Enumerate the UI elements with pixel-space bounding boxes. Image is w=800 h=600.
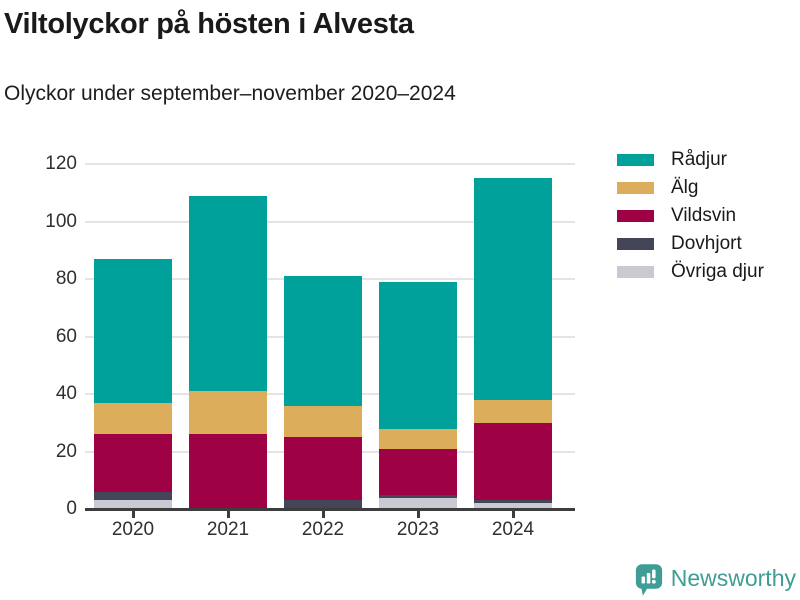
y-axis-tick-label: 80 [55,268,77,289]
bar-stack-2022 [284,276,362,509]
bar-segment-vildsvin [474,422,552,501]
x-axis-tick-label: 2024 [491,519,535,540]
y-axis-tick-label: 40 [55,383,77,404]
legend-swatch-ovriga-djur [617,266,654,278]
bar-segment-ovriga-djur [379,497,457,509]
bar-segment-dovhjort [474,500,552,504]
bar-segment-vildsvin [94,434,172,492]
bar-segment-radjur [94,258,172,403]
x-axis-tick [226,511,230,518]
y-axis-tick-label: 20 [55,440,77,462]
bar-segment-alg [379,428,457,449]
y-axis-tick-label: 120 [45,153,77,174]
bar-segment-radjur [474,178,552,400]
legend-label: Dovhjort [671,233,742,254]
bar-segment-vildsvin [379,448,457,495]
chart-legend: Rådjur Älg Vildsvin Dovhjort Övriga djur [617,149,764,283]
x-axis-tick-label: 2022 [301,519,345,540]
x-axis-tick [131,511,135,518]
bar-segment-dovhjort [379,494,457,498]
bar-segment-dovhjort [284,500,362,509]
y-axis-tick-label: 60 [55,325,77,347]
legend-item-alg: Älg [617,177,764,199]
bar-stack-2023 [379,281,457,509]
bar-segment-radjur [379,281,457,429]
bar-segment-ovriga-djur [474,503,552,509]
bar-segment-ovriga-djur [94,500,172,509]
bar-segment-alg [284,405,362,438]
bar-stack-2024 [474,178,552,509]
bar-segment-radjur [284,276,362,406]
gridline-y120 [85,163,575,165]
legend-label: Älg [671,177,699,198]
bar-segment-dovhjort [94,491,172,501]
page-title: Viltolyckor på hösten i Alvesta [4,8,414,40]
legend-label: Rådjur [671,149,727,170]
legend-swatch-alg [617,182,654,194]
x-axis-tick-label: 2021 [206,519,250,540]
bar-segment-alg [94,402,172,435]
bar-segment-alg [189,391,267,435]
y-axis-tick-label: 0 [66,498,77,519]
x-axis-tick-label: 2020 [111,519,155,540]
legend-item-ovriga-djur: Övriga djur [617,261,764,283]
bar-segment-radjur [189,195,267,392]
x-axis-tick-label: 2023 [396,519,440,540]
gridline-y100 [85,220,575,223]
bar-stack-2021 [189,195,267,509]
legend-item-radjur: Rådjur [617,149,764,171]
legend-item-dovhjort: Dovhjort [617,233,764,255]
legend-label: Övriga djur [671,261,764,282]
y-axis-tick-label: 100 [45,210,77,232]
bar-segment-vildsvin [284,437,362,501]
legend-swatch-vildsvin [617,210,654,222]
bar-segment-alg [474,399,552,423]
legend-swatch-dovhjort [617,238,654,250]
x-axis-tick [511,511,515,518]
legend-label: Vildsvin [671,205,737,226]
legend-item-vildsvin: Vildsvin [617,205,764,227]
bar-segment-vildsvin [189,434,267,509]
x-axis-line [85,508,575,511]
x-axis-tick [321,511,325,518]
brand-footer: Newsworthy [635,563,796,597]
bar-stack-2020 [94,258,172,509]
legend-swatch-radjur [617,154,654,166]
x-axis-tick [416,511,420,518]
brand-name: Newsworthy [670,565,796,591]
newsworthy-logo-icon [635,564,662,596]
page-subtitle: Olyckor under september–november 2020–20… [4,82,456,105]
